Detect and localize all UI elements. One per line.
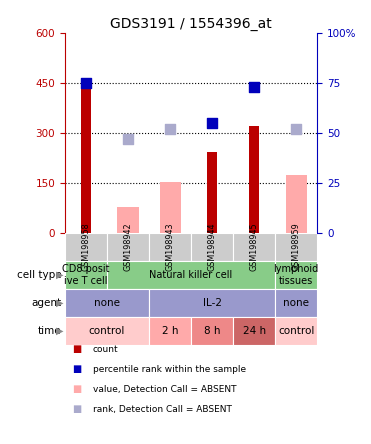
Point (125, 136, 131, 143)
Text: Natural killer cell: Natural killer cell (150, 270, 233, 280)
Text: IL-2: IL-2 (203, 298, 221, 308)
Bar (149, 289, 275, 317)
Text: control: control (89, 326, 125, 336)
Text: percentile rank within the sample: percentile rank within the sample (93, 365, 246, 374)
Bar (65, 261, 107, 289)
Text: time: time (37, 326, 61, 336)
Text: ▶: ▶ (56, 298, 63, 308)
Bar (149, 233, 191, 261)
Text: ■: ■ (72, 365, 82, 374)
Bar (275, 317, 317, 345)
Point (83, 80, 89, 87)
Text: GSM198945: GSM198945 (250, 223, 259, 271)
Bar (233, 233, 275, 261)
Point (251, 84, 257, 91)
Bar (107, 233, 149, 261)
Bar (107, 261, 275, 289)
Text: cell type: cell type (17, 270, 61, 280)
Text: value, Detection Call = ABSENT: value, Detection Call = ABSENT (93, 385, 236, 394)
Text: ■: ■ (72, 404, 82, 414)
Text: control: control (278, 326, 314, 336)
Point (293, 126, 299, 133)
Point (209, 120, 215, 127)
Text: ▶: ▶ (56, 270, 63, 280)
Bar (233, 317, 275, 345)
Text: count: count (93, 345, 118, 354)
Bar (191, 233, 233, 261)
Text: GSM198958: GSM198958 (82, 223, 91, 271)
Title: GDS3191 / 1554396_at: GDS3191 / 1554396_at (110, 17, 272, 31)
Text: none: none (283, 298, 309, 308)
Bar (275, 233, 317, 261)
Bar (275, 289, 317, 317)
Text: CD8 posit
ive T cell: CD8 posit ive T cell (62, 264, 110, 286)
Bar (275, 261, 317, 289)
Text: GSM198959: GSM198959 (292, 223, 301, 271)
Bar (65, 317, 149, 345)
Text: lymphoid
tissues: lymphoid tissues (273, 264, 319, 286)
Text: GSM198943: GSM198943 (165, 223, 174, 271)
Point (167, 126, 173, 133)
Bar (65, 233, 107, 261)
Bar (81, 82, 91, 233)
Bar (191, 317, 233, 345)
Bar (118, 207, 138, 233)
Text: 2 h: 2 h (162, 326, 178, 336)
Bar (160, 182, 181, 233)
Bar (65, 289, 149, 317)
Bar (249, 126, 259, 233)
Text: 8 h: 8 h (204, 326, 220, 336)
Text: ■: ■ (72, 345, 82, 354)
Bar (286, 175, 307, 233)
Text: 24 h: 24 h (243, 326, 266, 336)
Bar (149, 317, 191, 345)
Text: none: none (94, 298, 120, 308)
Text: ■: ■ (72, 385, 82, 394)
Text: ▶: ▶ (56, 326, 63, 336)
Text: rank, Detection Call = ABSENT: rank, Detection Call = ABSENT (93, 405, 232, 414)
Bar (207, 152, 217, 233)
Text: GSM198942: GSM198942 (124, 223, 132, 271)
Text: GSM198944: GSM198944 (208, 223, 217, 271)
Text: agent: agent (31, 298, 61, 308)
